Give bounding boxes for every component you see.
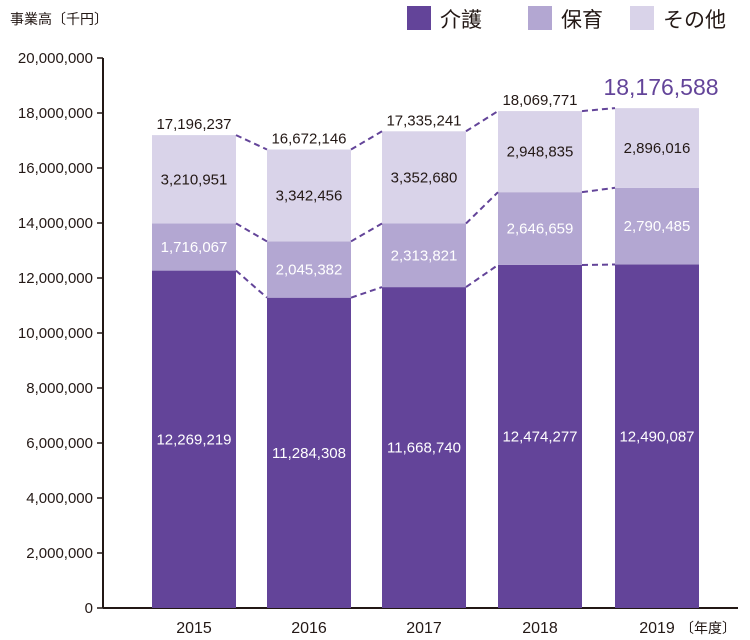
bar-value-label: 11,668,740 — [387, 440, 461, 457]
y-tick-label: 20,000,000 — [18, 50, 93, 67]
x-tick-label: 2019 — [639, 620, 675, 637]
trend-connector-line — [581, 107, 616, 113]
x-tick-label: 2017 — [406, 620, 442, 637]
trend-connector-line — [465, 110, 499, 133]
bar-segment-sonota — [382, 131, 466, 224]
bar-segment-hoiku — [498, 192, 582, 265]
trend-connector-line — [465, 264, 499, 288]
trend-connector-line — [235, 269, 268, 299]
y-tick-label: 14,000,000 — [18, 215, 93, 232]
bar-segment-hoiku — [615, 187, 699, 265]
y-axis-unit-label: 事業高〔千円〕 — [10, 11, 108, 28]
y-tick-label: 12,000,000 — [18, 270, 93, 287]
y-tick-label: 18,000,000 — [18, 105, 93, 122]
legend-label: 介護 — [440, 8, 482, 32]
bar-segment-kaigo — [267, 297, 351, 608]
bar-total-label: 17,335,241 — [386, 112, 461, 129]
trend-connector-line — [350, 222, 383, 243]
bar-total-label: 18,176,588 — [603, 74, 718, 100]
x-axis-unit-label: 〔年度〕 — [680, 621, 736, 637]
bar-segment-hoiku — [152, 223, 236, 271]
bar-segment-sonota — [267, 149, 351, 242]
bar-segment-kaigo — [152, 270, 236, 608]
legend-swatch — [528, 6, 552, 30]
y-tick-label: 10,000,000 — [18, 325, 93, 342]
x-tick-label: 2016 — [291, 620, 327, 637]
bar-segment-hoiku — [267, 241, 351, 298]
bar-value-label: 3,352,680 — [391, 169, 458, 186]
trend-connector-line — [581, 186, 616, 194]
y-tick-label: 4,000,000 — [26, 490, 93, 507]
bar-value-label: 2,313,821 — [391, 247, 458, 264]
bar-total-label: 16,672,146 — [271, 131, 346, 148]
bar-value-label: 2,896,016 — [624, 140, 691, 157]
bar-value-label: 2,646,659 — [507, 221, 574, 238]
y-tick-label: 0 — [85, 600, 93, 617]
trend-connector-line — [465, 191, 499, 225]
trend-connector-line — [235, 134, 268, 151]
y-tick-label: 8,000,000 — [26, 380, 93, 397]
bar-segment-sonota — [498, 111, 582, 193]
trend-connector-line — [350, 130, 383, 151]
x-tick-label: 2018 — [522, 620, 558, 637]
bar-segment-sonota — [615, 108, 699, 188]
bar-value-label: 2,045,382 — [276, 262, 343, 279]
bar-value-label: 2,790,485 — [624, 218, 691, 235]
bar-value-label: 2,948,835 — [507, 144, 574, 161]
bar-value-label: 3,210,951 — [161, 171, 228, 188]
y-tick-label: 2,000,000 — [26, 545, 93, 562]
bar-segment-kaigo — [498, 264, 582, 608]
bar-value-label: 3,342,456 — [276, 187, 343, 204]
x-tick-label: 2015 — [176, 620, 212, 637]
bar-total-label: 18,069,771 — [502, 92, 577, 109]
y-tick-label: 16,000,000 — [18, 160, 93, 177]
legend-swatch — [407, 6, 431, 30]
legend-swatch — [630, 6, 654, 30]
trend-connector-line — [235, 222, 268, 243]
y-tick-label: 6,000,000 — [26, 435, 93, 452]
legend-label: 保育 — [561, 8, 603, 32]
bar-value-label: 12,474,277 — [502, 428, 577, 445]
bar-total-label: 17,196,237 — [156, 116, 231, 133]
trend-connector-line — [350, 286, 383, 299]
bar-value-label: 12,490,087 — [619, 428, 694, 445]
bar-segment-sonota — [152, 135, 236, 224]
bar-value-label: 1,716,067 — [161, 239, 228, 256]
bar-segment-kaigo — [382, 287, 466, 608]
bar-segment-hoiku — [382, 223, 466, 288]
bar-value-label: 12,269,219 — [156, 431, 231, 448]
bar-segment-kaigo — [615, 264, 699, 608]
bar-value-label: 11,284,308 — [272, 445, 346, 462]
legend-label: その他 — [663, 8, 726, 32]
